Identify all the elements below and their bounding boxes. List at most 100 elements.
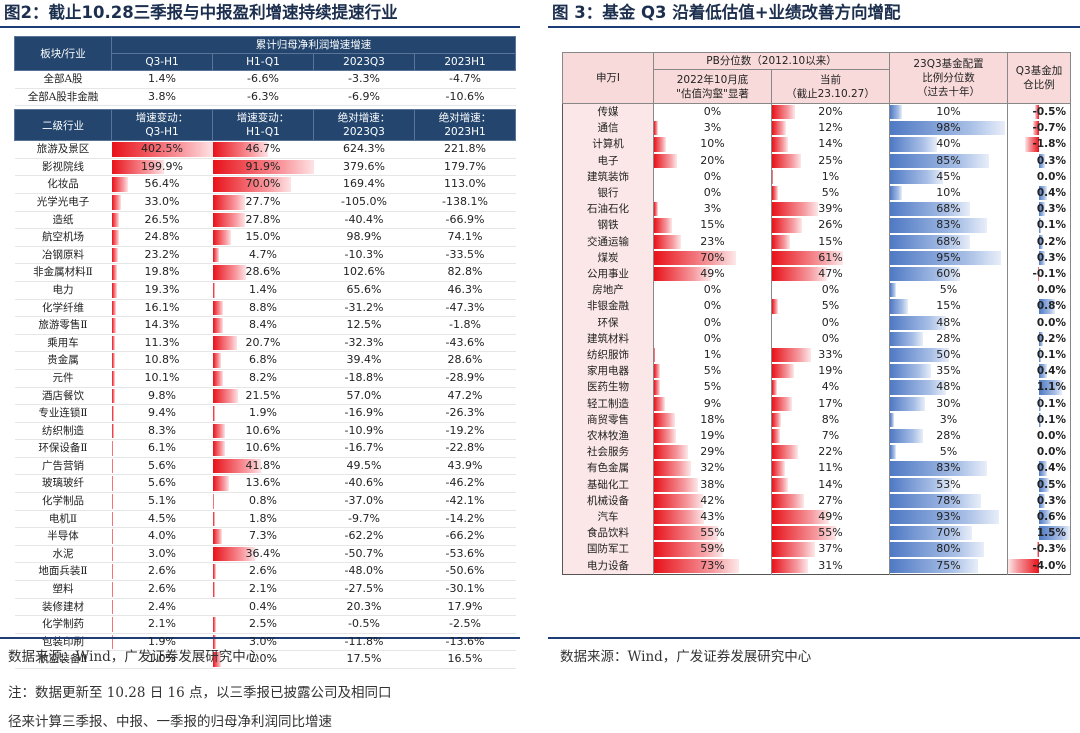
left-earnings-table: 板块/行业 累计归母净利润增速增速 Q3-H1 H1-Q1 2023Q3 202… (14, 36, 516, 669)
industry-value-cell: 57.0% (313, 387, 415, 406)
percentile-value: 48% (936, 380, 961, 394)
industry-name: 酒店餐饮 (14, 387, 112, 406)
fund-percentile-bar (890, 412, 894, 428)
industry-value-cell: 199.9% (111, 158, 213, 177)
industry-value-cell: -66.9% (414, 211, 516, 230)
fund-add-cell: 0.4% (1007, 185, 1071, 202)
percentile-cell: 93% (889, 509, 1008, 526)
pb-percentile-bar (654, 558, 740, 573)
industry-value-cell: 1.0% (111, 650, 213, 669)
industry-name: 化妆品 (14, 175, 112, 194)
fund-add-value: 0.2% (1036, 235, 1066, 248)
industry-row: 光学光电子 33.0% 27.7% -105.0% -138.1% (14, 193, 516, 212)
industry-row: 造纸 26.5% 27.8% -40.4% -66.9% (14, 211, 516, 230)
pb-percentile-bar (654, 461, 692, 476)
industry-value: 402.5% (141, 142, 183, 156)
percentile-cell: 5% (771, 185, 890, 202)
fund-add-bar (1039, 380, 1062, 395)
percentile-cell: 1% (653, 347, 772, 364)
percentile-value: 1% (821, 169, 840, 183)
industry-value-cell: 102.6% (313, 263, 415, 282)
percentile-value: 61% (818, 250, 843, 264)
percentile-cell: 0% (653, 282, 772, 299)
summary-value: -6.9% (313, 88, 415, 107)
industry-name: 旅游零售Ⅱ (14, 316, 112, 335)
percentile-cell: 70% (889, 525, 1008, 542)
industry-value: 26.5% (144, 212, 180, 226)
industry-value-cell: 169.4% (313, 175, 415, 194)
percentile-cell: 83% (889, 460, 1008, 477)
fund-percentile-bar (890, 218, 988, 233)
industry-value-cell: 0.8% (212, 492, 314, 511)
industry-value: 6.1% (148, 441, 176, 455)
growth-bar (111, 370, 115, 386)
percentile-value: 10% (936, 186, 961, 200)
fund-add-bar (1039, 299, 1056, 314)
percentile-value: 47% (818, 267, 843, 281)
percentile-cell: 12% (771, 120, 890, 137)
percentile-cell: 78% (889, 492, 1008, 510)
header2-col: 绝对增速： 2023H1 (414, 109, 516, 142)
percentile-value: 23% (700, 234, 725, 248)
percentile-value: 0% (703, 186, 722, 200)
percentile-cell: 26% (771, 217, 890, 234)
industry-value: 33.0% (144, 194, 180, 208)
industry-value-cell: -19.2% (414, 422, 516, 441)
industry-row: 半导体 4.0% 7.3% -62.2% -66.2% (14, 527, 516, 546)
left-figure-title: 图2：截止10.28三季报与中报盈利增速持续提速行业 (4, 3, 398, 22)
fund-percentile-bar (890, 299, 908, 314)
percentile-cell: 4% (771, 379, 890, 396)
pb-percentile-bar (772, 429, 781, 444)
sw-industry-row: 通信 3% 12% 98% -0.7% (562, 120, 1071, 137)
summary-name: 全部A股 (14, 70, 112, 89)
industry-value-cell: 5.1% (111, 492, 213, 511)
industry-value-cell: 10.6% (212, 422, 314, 441)
percentile-value: 10% (936, 105, 961, 118)
header2-col: 绝对增速： 2023Q3 (313, 109, 415, 142)
industry-value-cell: 36.4% (212, 545, 314, 564)
sw-industry-name: 传媒 (562, 103, 654, 121)
percentile-value: 0% (703, 105, 722, 118)
percentile-cell: 73% (653, 557, 772, 575)
growth-bar (212, 265, 246, 280)
industry-value: 5.1% (148, 494, 176, 508)
industry-value-cell: 8.4% (212, 316, 314, 335)
industry-value-cell: 98.9% (313, 228, 415, 247)
industry-value: 91.9% (245, 159, 281, 173)
sw-industry-name: 电力设备 (562, 557, 654, 575)
fund-add-value: 0.2% (1036, 332, 1066, 345)
industry-value-cell: 20.7% (212, 334, 314, 353)
industry-value-cell: 113.0% (414, 175, 516, 194)
fund-percentile-bar (890, 510, 999, 525)
percentile-cell: 15% (653, 217, 772, 234)
industry-value-cell: -11.8% (313, 633, 415, 652)
industry-value: 7.0% (249, 652, 277, 666)
industry-value-cell: -28.9% (414, 369, 516, 388)
percentile-value: 0% (703, 331, 722, 345)
pb-percentile-bar (772, 526, 837, 541)
industry-value: 221.8% (444, 142, 486, 156)
industry-value-cell: 16.1% (111, 299, 213, 318)
industry-value: -46.2% (445, 476, 485, 490)
pb-percentile-bar (772, 477, 789, 492)
growth-bar (111, 142, 213, 157)
fund-add-cell: 0.0% (1007, 444, 1071, 461)
pb-percentile-bar (654, 526, 719, 541)
fund-percentile-bar (890, 267, 961, 282)
industry-value-cell: 379.6% (313, 158, 415, 177)
industry-value: 3.0% (148, 546, 176, 560)
industry-row: 冶钢原料 23.2% 4.7% -10.3% -33.5% (14, 246, 516, 265)
growth-bar (212, 476, 229, 492)
industry-name: 造纸 (14, 211, 112, 230)
growth-bar (212, 546, 255, 562)
industry-value: 47.2% (447, 388, 483, 402)
industry-value-cell: 1.8% (212, 510, 314, 529)
industry-name: 航空机场 (14, 228, 112, 247)
growth-bar (111, 388, 115, 404)
fund-percentile-bar (890, 315, 947, 330)
fund-add-cell: 0.8% (1007, 298, 1071, 315)
percentile-value: 11% (818, 461, 843, 475)
percentile-value: 17% (818, 396, 843, 410)
percentile-value: 5% (939, 445, 958, 459)
fund-add-cell: 0.0% (1007, 314, 1071, 331)
